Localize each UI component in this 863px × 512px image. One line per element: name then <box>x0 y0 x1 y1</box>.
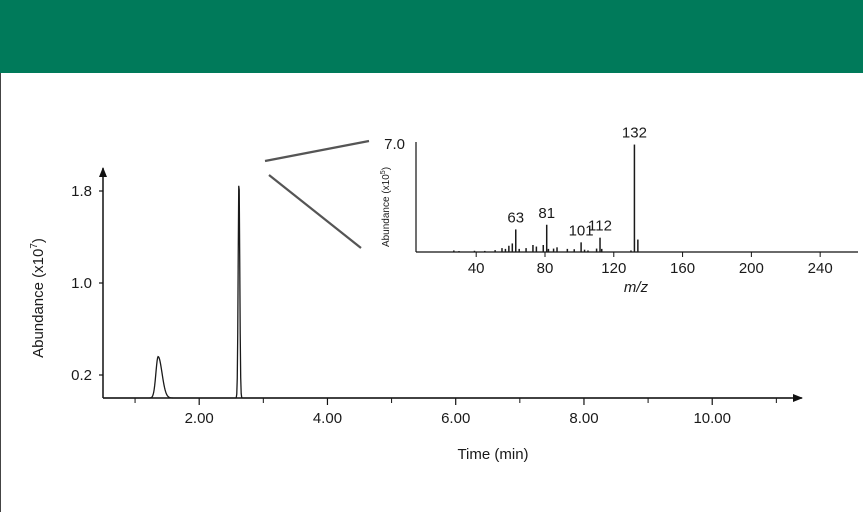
spectrum-peak-label: 63 <box>507 209 524 226</box>
spectrum-peak-label: 112 <box>588 218 612 235</box>
spectrum-x-axis-label: m/z <box>624 279 649 296</box>
chromatogram-x-tick-label: 2.00 <box>185 410 214 427</box>
chromatogram-y-tick-label: 1.0 <box>71 275 92 292</box>
chromatogram-x-axis-label: Time (min) <box>457 446 528 463</box>
chromatogram-y-axis-label: Abundance (x107) <box>29 238 47 358</box>
zoom-line-upper <box>264 139 370 163</box>
header-band <box>0 0 863 73</box>
chromatogram-x-tick-label: 4.00 <box>313 410 342 427</box>
chromatogram: 2.00 4.00 6.00 8.00 10.00 0.2 1.0 1.8 Time (mi… <box>29 167 803 463</box>
spectrum-peak-label: 101 <box>569 222 594 239</box>
left-border-rule <box>0 73 1 512</box>
spectrum-peak-label: 132 <box>622 125 647 142</box>
spectrum-x-tick-label: 240 <box>808 260 833 277</box>
spectrum-x-tick-label: 200 <box>739 260 764 277</box>
zoom-line-lower <box>268 174 362 249</box>
spectrum-x-tick-label: 120 <box>601 260 626 277</box>
chromatogram-x-tick-label: 8.00 <box>569 410 598 427</box>
chromatogram-trace <box>103 185 792 399</box>
spectrum-x-tick-label: 160 <box>670 260 695 277</box>
chromatogram-x-tick-label: 6.00 <box>441 410 470 427</box>
spectrum-y-max-label: 7.0 <box>384 136 405 153</box>
spectrum-x-tick-label: 80 <box>537 260 554 277</box>
spectrum-y-axis-label: Abundance (x105) <box>380 167 392 247</box>
spectrum-peak-label: 81 <box>538 205 555 222</box>
chromatogram-y-tick-label: 0.2 <box>71 367 92 384</box>
chromatogram-x-tick-label: 10.00 <box>693 410 731 427</box>
spectrum-x-tick-label: 40 <box>468 260 485 277</box>
chromatogram-y-tick-label: 1.8 <box>71 183 92 200</box>
